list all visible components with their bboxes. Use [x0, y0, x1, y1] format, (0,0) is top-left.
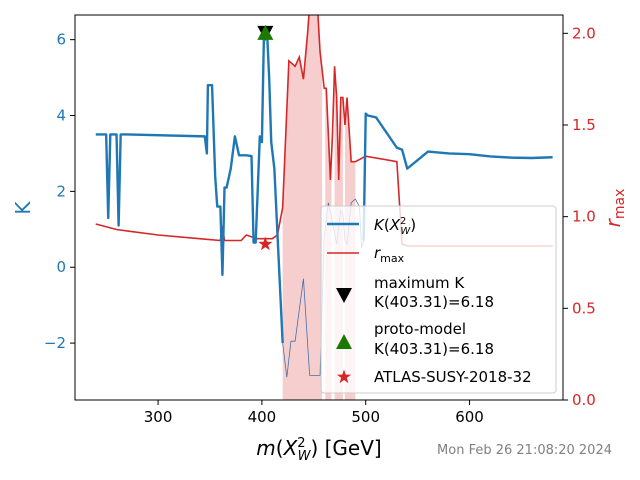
legend-max-marker	[336, 288, 352, 303]
y-left-tick-label: 2	[56, 182, 66, 200]
x-tick-label: 400	[248, 408, 277, 426]
plot-frame	[74, 14, 564, 401]
y-right-tick-label: 2.0	[572, 24, 596, 42]
legend-atlas-label: ATLAS-SUSY-2018-32	[374, 368, 532, 386]
y-left-tick-label: 4	[56, 107, 66, 125]
y-left-tick-label: −2	[44, 334, 66, 352]
x-tick-label: 300	[144, 408, 173, 426]
timestamp-text: Mon Feb 26 21:08:20 2024	[437, 443, 612, 458]
x-tick-label: 600	[455, 408, 484, 426]
legend-proto-value: K(403.31)=6.18	[374, 340, 494, 358]
y-left-tick-label: 0	[56, 258, 66, 276]
y-right-tick-label: 1.0	[572, 208, 596, 226]
legend-atlas-marker	[336, 369, 352, 384]
y-right-tick-label: 0.0	[572, 391, 596, 409]
x-tick-label: 500	[351, 408, 380, 426]
legend-max-label: maximum K	[374, 274, 465, 292]
x-axis-label: m(X2 W) [GeV]	[256, 436, 381, 464]
k-line	[95, 31, 284, 344]
legend-k-label: K(X2 W)	[374, 216, 416, 237]
y-right-tick-label: 0.5	[572, 299, 596, 317]
atlas-marker	[258, 236, 273, 251]
k-line-tail	[362, 112, 553, 241]
legend-max-value: K(403.31)=6.18	[374, 293, 494, 311]
axes: 300 400 500 600 −2 0 2 4 6 0.0 0.5 1.0 1.5 2.0 m(X2 W) …	[11, 14, 628, 464]
legend-box	[320, 205, 557, 394]
legend-proto-label: proto-model	[374, 320, 466, 338]
proto-model-marker	[257, 24, 274, 40]
y-left-axis-label: K	[11, 201, 35, 215]
legend-proto-marker	[336, 334, 352, 349]
y-left-tick-label: 6	[56, 31, 66, 49]
y-right-axis-label: rmax	[601, 189, 628, 228]
rmax-line	[95, 15, 553, 247]
y-right-tick-label: 1.5	[572, 116, 596, 134]
legend: K(X2 W) rmax maximum K K(403.31)=6.18 proto-…	[320, 205, 557, 394]
legend-rmax-label: rmax	[374, 244, 405, 265]
